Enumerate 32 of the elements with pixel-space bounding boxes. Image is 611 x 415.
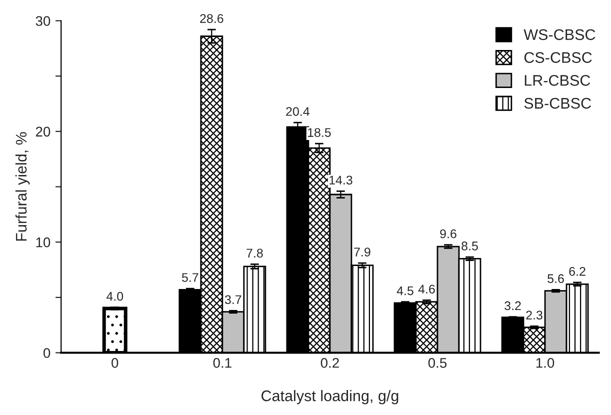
x-tick-label: 0.2 [320, 358, 339, 368]
legend-label: WS-CBSC [524, 29, 596, 40]
data-label: 18.5 [308, 128, 331, 137]
x-tick-label: 0.5 [428, 358, 447, 368]
data-label: 4.0 [106, 292, 124, 301]
legend-label: CS-CBSC [524, 52, 592, 63]
y-tick-label: 20 [36, 126, 50, 137]
data-label: 7.8 [246, 248, 263, 258]
y-tick-label: 0 [44, 348, 50, 358]
data-label: 28.6 [200, 14, 224, 23]
data-label: 4.5 [396, 286, 414, 296]
data-label: 8.5 [462, 242, 478, 250]
data-label: 9.6 [440, 229, 456, 238]
data-label: 20.4 [286, 107, 310, 116]
data-label: 6.2 [569, 266, 586, 276]
x-tick-label: 0 [112, 358, 118, 368]
data-label: 4.6 [418, 284, 435, 294]
data-label: 3.2 [504, 301, 521, 310]
y-tick-label: 10 [36, 237, 50, 248]
data-label: 3.7 [224, 295, 242, 304]
y-tick-label: 30 [36, 16, 50, 26]
x-axis-title: Catalyst loading, g/g [262, 390, 398, 404]
data-label: 2.3 [526, 310, 542, 320]
legend-label: SB-CBSC [524, 98, 591, 109]
data-label: 5.6 [548, 274, 564, 284]
y-axis-title: Furfural yield, % [15, 132, 30, 241]
data-label: 7.9 [354, 248, 370, 256]
legend-label: LR-CBSC [524, 75, 590, 86]
x-tick-label: 0.1 [213, 358, 232, 368]
data-label: 14.3 [329, 176, 352, 185]
x-tick-label: 1.0 [536, 358, 554, 368]
data-label: 5.7 [182, 273, 198, 282]
